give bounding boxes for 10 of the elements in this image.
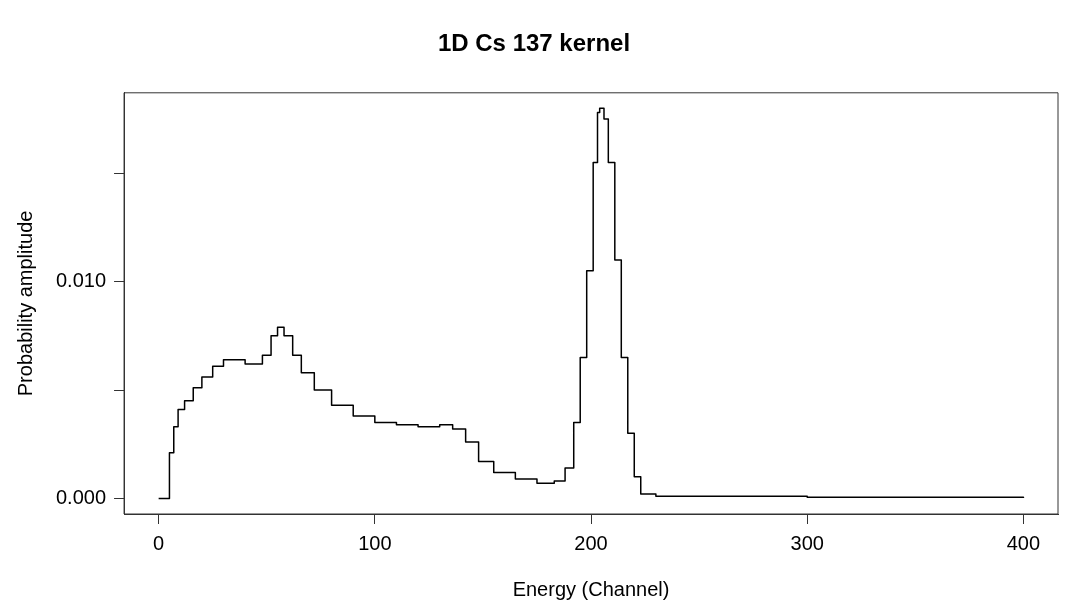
x-tick-label: 0 — [153, 531, 165, 554]
x-tick-label: 100 — [358, 531, 392, 554]
x-tick-label: 400 — [1006, 531, 1041, 554]
y-tick-label: 0.010 — [55, 269, 107, 292]
y-axis-title: Probability amplitude — [13, 210, 36, 397]
y-tick-label: 0.000 — [55, 485, 107, 508]
x-tick-label: 300 — [790, 531, 824, 554]
x-tick-label: 200 — [574, 531, 608, 554]
chart-title: 1D Cs 137 kernel — [437, 29, 631, 57]
x-axis-title: Energy (Channel) — [512, 577, 670, 600]
